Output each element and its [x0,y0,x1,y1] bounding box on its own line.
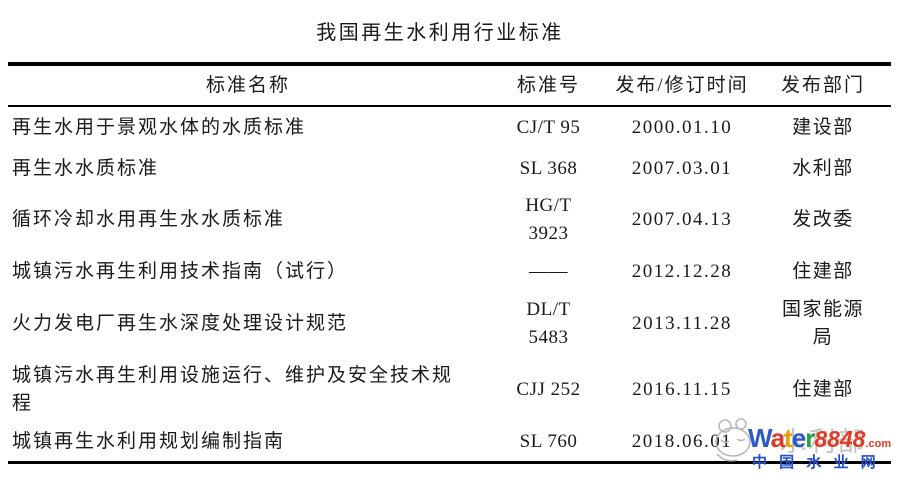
cell-publish-date: 2007.03.01 [631,157,733,179]
standards-table: 标准名称 标准号 发布/修订时间 发布部门 再生水用于景观水体的水质标准 CJ/… [8,62,891,464]
cell-publish-date: 2000.01.10 [631,116,733,138]
logo-letter: r [805,423,815,453]
water8848-logo: Water8848.com [748,423,891,459]
water8848-logo-tld: .com [865,438,892,450]
cell-standard-name: 循环冷却水用再生水水质标准 [12,209,286,230]
header-publish-date: 发布/修订时间 [615,74,749,96]
cell-publish-date: 2012.12.28 [631,260,733,282]
cell-publish-department: 水利部 [779,427,867,457]
cell-publish-date: 2016.11.15 [632,378,732,400]
cell-standard-number: SL 760 [519,431,578,452]
cell-publish-date: 2013.11.28 [632,313,732,334]
cell-publish-department: 住建部 [792,378,854,400]
table-row: 城镇再生水利用规划编制指南 SL 760 2018.06.01 水利部 [8,423,891,461]
water8848-logo-letters: Water [748,423,815,453]
header-publish-department: 发布部门 [780,74,865,96]
table-row: 火力发电厂再生水深度处理设计规范 DL/T 5483 2013.11.28 国家… [8,292,891,356]
table-row: 循环冷却水用再生水水质标准 HG/T 3923 2007.04.13 发改委 [8,189,891,251]
cell-standard-number: —— [529,260,568,282]
cell-publish-date: 2007.04.13 [631,209,733,230]
logo-letter: W [748,423,772,453]
cell-standard-number: CJJ 252 [516,378,581,400]
cell-publish-department: 住建部 [792,260,854,282]
cell-publish-department: 国家能源 局 [781,299,864,348]
cell-publish-department: 水利部 [792,157,854,179]
header-standard-name: 标准名称 [205,74,290,96]
cell-standard-name: 火力发电厂再生水深度处理设计规范 [12,313,349,334]
cell-standard-name: 再生水用于景观水体的水质标准 [12,116,307,138]
header-standard-number: 标准号 [516,74,580,96]
cell-publish-department: 建设部 [792,116,854,138]
logo-letter: t [784,423,793,453]
cell-publish-date: 2018.06.01 [631,431,733,452]
cell-standard-number: SL 368 [519,157,578,179]
watermark-site-name: 中 国 水 业 网 [752,454,880,471]
cell-standard-number: CJ/T 95 [516,116,581,138]
table-row: 城镇污水再生利用设施运行、维护及安全技术规 程 CJJ 252 2016.11.… [8,356,891,423]
cell-standard-number: HG/T 3923 [525,195,572,244]
cell-standard-name: 城镇污水再生利用技术指南（试行） [12,260,349,282]
watermark-mascot-icon [703,414,761,471]
table-body: 再生水用于景观水体的水质标准 CJ/T 95 2000.01.10 建设部 再生… [8,107,891,461]
water8848-logo-number: 8848 [814,426,866,452]
cell-standard-number: DL/T 5483 [526,299,571,348]
table-row: 城镇污水再生利用技术指南（试行） —— 2012.12.28 住建部 [8,251,891,292]
cell-publish-department: 发改委 [792,209,854,230]
table-title: 我国再生水利用行业标准 [316,22,564,44]
table-row: 再生水用于景观水体的水质标准 CJ/T 95 2000.01.10 建设部 [8,107,891,148]
cell-standard-name: 城镇污水再生利用设施运行、维护及安全技术规 程 [12,364,454,414]
logo-letter: e [791,423,807,453]
table-row: 再生水水质标准 SL 368 2007.03.01 水利部 [8,148,891,189]
cell-standard-name: 再生水水质标准 [12,157,160,179]
table-header-row: 标准名称 标准号 发布/修订时间 发布部门 [8,66,891,107]
logo-letter: a [770,423,786,453]
cell-standard-name: 城镇再生水利用规划编制指南 [12,431,286,452]
